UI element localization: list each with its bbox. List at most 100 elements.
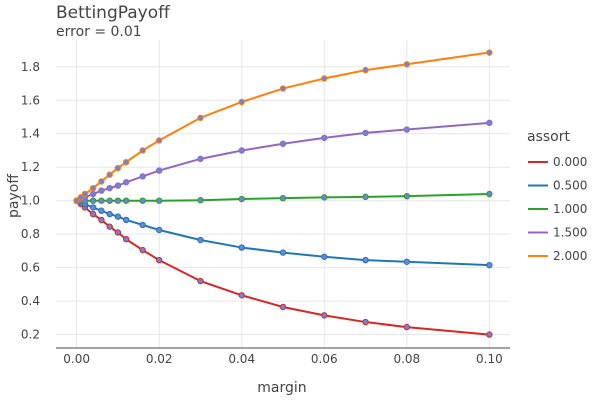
data-point [403,192,411,200]
x-tick-label: 0.02 [146,352,173,366]
legend-label: 1.500 [553,226,587,240]
data-point [122,197,130,204]
data-point [486,119,493,127]
data-point [197,236,204,244]
data-point [73,197,80,204]
data-point [98,178,105,185]
data-point [321,134,328,142]
legend-title: assort [527,129,570,145]
data-point [362,129,369,137]
data-point [89,197,97,204]
data-point [89,204,97,211]
data-point [238,147,245,154]
data-point [238,98,245,106]
data-point [403,61,411,68]
y-tick-label: 0.8 [21,227,40,241]
y-tick-label: 1.6 [21,93,40,107]
series-line [76,121,490,202]
data-point [155,167,163,174]
legend-label: 0.500 [553,179,587,193]
y-axis-label: payoff [6,174,22,218]
data-point [197,196,204,204]
data-point [321,312,328,319]
y-tick-label: 1.0 [21,194,40,208]
data-point [321,75,328,82]
data-point [106,184,113,192]
data-point [139,197,146,204]
data-point [238,292,245,299]
legend-label: 2.000 [553,249,587,263]
y-tick-label: 0.2 [21,328,40,342]
y-tick-label: 1.2 [21,160,40,174]
legend-label: 0.000 [553,155,587,169]
data-point [77,194,84,201]
legend-label: 1.000 [553,202,587,216]
series-group [73,49,493,338]
data-point [114,182,122,189]
data-point [403,126,411,133]
data-point [238,195,245,203]
data-point [81,190,89,198]
data-point [114,197,122,204]
data-point [197,277,204,285]
data-point [197,155,204,163]
data-point [139,221,146,229]
data-point [106,210,113,218]
x-tick-label: 0.08 [393,352,420,366]
data-point [279,85,287,92]
data-point [155,137,163,144]
data-point [321,253,328,260]
data-point [122,158,130,166]
y-tick-label: 1.8 [21,60,40,74]
y-tick-label: 0.6 [21,261,40,275]
data-point [362,318,369,326]
data-point [98,197,105,204]
data-point [362,193,369,201]
data-point [486,261,493,269]
y-tick-label: 0.4 [21,294,40,308]
x-tick-label: 0.10 [476,352,503,366]
data-point [89,190,97,198]
data-point [89,184,97,192]
chart-title: BettingPayoff [56,3,171,23]
data-point [362,256,369,264]
data-point [89,210,97,218]
data-point [321,194,328,201]
axes: 0.2 0.4 0.6 0.8 1.0 1.2 1.4 1.6 1.8 0.00 0.02 0.04 0… [21,60,510,366]
data-point [279,194,287,202]
data-point [98,216,105,224]
data-point [155,226,163,234]
x-tick-label: 0.00 [63,352,90,366]
legend: assort 0.000 0.500 1.000 1.500 2.000 [527,129,587,263]
data-point [98,187,105,194]
data-point [362,66,369,74]
data-point [238,244,245,251]
data-point [279,303,287,311]
data-point [114,213,122,220]
data-point [155,256,163,264]
data-point [403,258,411,265]
data-point [139,173,146,180]
data-point [98,207,105,214]
data-point [122,179,130,186]
data-point [279,140,287,147]
data-point [197,114,204,122]
data-point [279,249,287,256]
data-point [139,147,146,154]
data-point [486,331,493,338]
x-axis-label: margin [257,380,306,396]
data-point [486,190,493,198]
data-point [403,323,411,331]
data-point [155,197,163,204]
data-point [122,235,130,243]
y-tick-label: 1.4 [21,127,40,141]
data-point [114,229,122,236]
data-point [114,164,122,172]
data-point [139,246,146,254]
data-point [106,171,113,178]
data-point [106,197,113,204]
data-point [486,49,493,56]
x-tick-label: 0.04 [228,352,255,366]
data-point [106,223,113,230]
